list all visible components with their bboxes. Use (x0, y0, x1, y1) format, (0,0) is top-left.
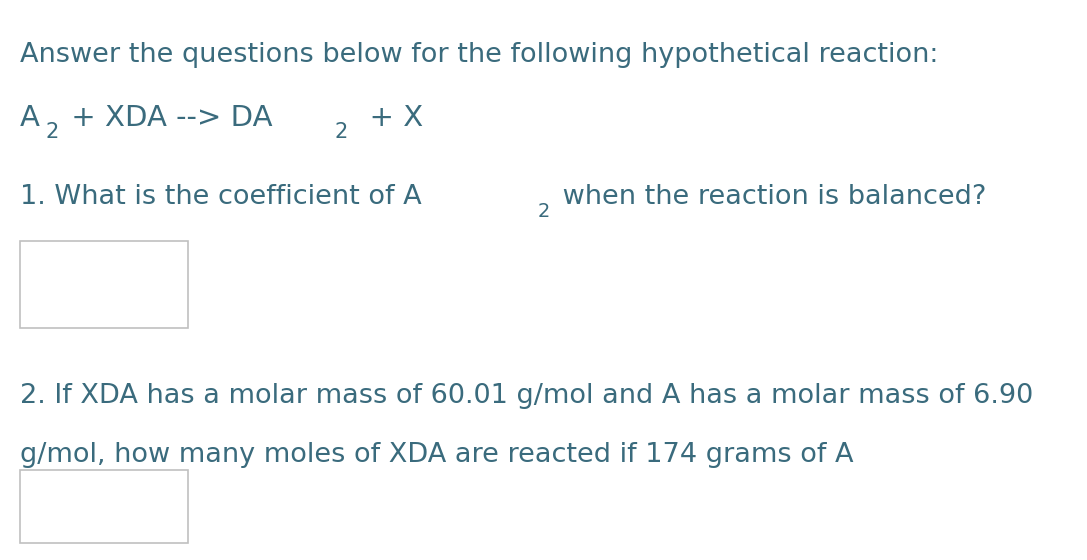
Text: g/mol, how many moles of XDA are reacted if 174 grams of A: g/mol, how many moles of XDA are reacted… (20, 442, 853, 468)
FancyBboxPatch shape (20, 241, 188, 328)
Text: A: A (20, 104, 39, 132)
FancyBboxPatch shape (20, 470, 188, 543)
Text: 2: 2 (334, 122, 348, 142)
Text: 2: 2 (46, 122, 59, 142)
Text: 2: 2 (538, 202, 550, 221)
Text: 1. What is the coefficient of A: 1. What is the coefficient of A (20, 184, 421, 211)
Text: when the reaction is balanced?: when the reaction is balanced? (553, 184, 986, 211)
Text: Answer the questions below for the following hypothetical reaction:: Answer the questions below for the follo… (20, 42, 938, 68)
Text: + X: + X (351, 104, 424, 132)
Text: + XDA --> DA: + XDA --> DA (62, 104, 273, 132)
Text: 2. If XDA has a molar mass of 60.01 g/mol and A has a molar mass of 6.90: 2. If XDA has a molar mass of 60.01 g/mo… (20, 383, 1033, 409)
